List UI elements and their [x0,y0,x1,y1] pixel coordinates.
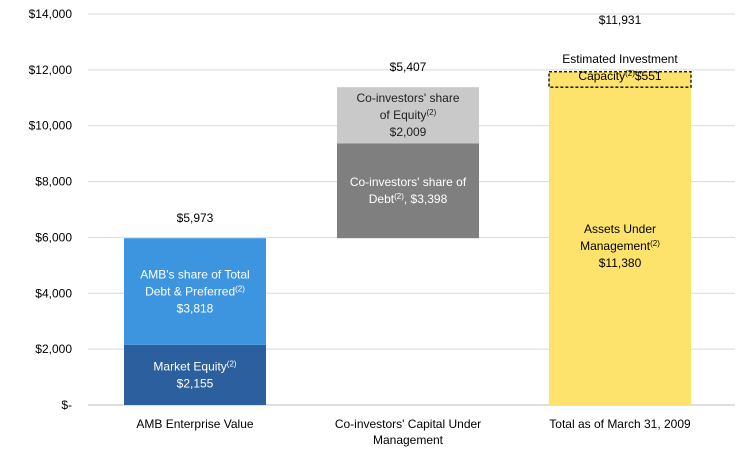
bar-label-text: Debt & Preferred [145,284,235,298]
bar-label-text: $2,155 [177,376,214,390]
x-tick-label: Total as of March 31, 2009 [549,417,691,431]
bar-label-assets-under-management: Management(2) [580,239,660,254]
bar-label-amb-debt-preferred: $3,818 [177,301,214,315]
bar-label-text: Management [580,239,651,253]
bar-label-text: , $3,398 [404,192,448,206]
bar-amb-debt-preferred [124,238,266,345]
y-tick-label: $4,000 [35,286,72,300]
bar-label-assets-under-management: $11,380 [599,256,642,270]
bar-market-equity [124,344,266,405]
bar-label-amb-debt-preferred: AMB's share of Total [140,267,249,281]
bar-label-text: $3,818 [177,301,214,315]
y-tick-label: $- [61,398,72,412]
bar-label-text: $11,380 [599,256,642,270]
bar-label-text: Estimated Investment [562,52,678,66]
bar-label-investment-capacity: Estimated Investment [562,52,678,66]
y-tick-label: $12,000 [29,63,73,77]
total-label: $5,407 [390,60,427,74]
bar-label-text: $551 [635,69,662,83]
bar-label-amb-debt-preferred: Debt & Preferred(2) [145,284,245,299]
bar-label-text: Market Equity [153,359,226,373]
bar-label-text: of Equity [380,108,427,122]
y-tick-label: $6,000 [35,230,72,244]
footnote-marker: (2) [426,108,436,117]
bar-label-market-equity: Market Equity(2) [153,359,236,374]
bar-coinvestor-equity [337,87,479,144]
bar-label-coinvestor-debt: Co-investors' share of [350,175,467,189]
total-label: $5,973 [177,211,214,225]
bar-label-text: Capacity [578,69,625,83]
bar-label-text: Debt [369,192,395,206]
bar-label-coinvestor-equity: of Equity(2) [380,108,437,123]
y-tick-label: $10,000 [29,119,73,133]
bar-label-investment-capacity: Capacity(2)$551 [578,69,661,84]
bar-assets-under-management [549,87,691,406]
y-tick-label: $8,000 [35,175,72,189]
bar-label-coinvestor-equity: $2,009 [390,125,427,139]
x-tick-label: AMB Enterprise Value [136,417,253,431]
y-tick-label: $2,000 [35,342,72,356]
footnote-marker: (2) [650,239,660,248]
bar-investment-capacity [548,71,692,88]
bar-label-coinvestor-equity: Co-investors' share [357,91,460,105]
footnote-marker: (2) [625,69,635,78]
footnote-marker: (2) [227,359,237,368]
bar-label-text: AMB's share of Total [140,267,249,281]
bar-label-assets-under-management: Assets Under [584,222,656,236]
bar-coinvestor-debt [337,143,479,239]
bar-label-market-equity: $2,155 [177,376,214,390]
footnote-marker: (2) [394,192,404,201]
bar-label-text: Co-investors' share of [350,175,467,189]
bar-label-coinvestor-debt: Debt(2), $3,398 [369,192,448,207]
total-label: $11,931 [599,13,642,27]
x-tick-label: Management [373,433,444,447]
bar-label-text: Co-investors' share [357,91,460,105]
bar-label-text: $2,009 [390,125,427,139]
x-tick-label: Co-investors' Capital Under [335,417,481,431]
y-tick-label: $14,000 [29,7,73,21]
footnote-marker: (2) [235,284,245,293]
bar-label-text: Assets Under [584,222,656,236]
